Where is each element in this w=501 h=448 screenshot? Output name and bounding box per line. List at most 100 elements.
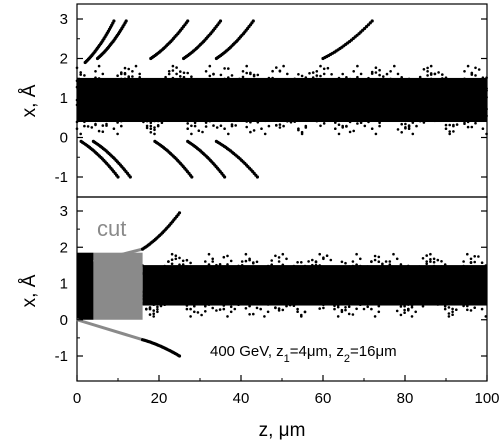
trajectory-point <box>466 265 469 269</box>
trajectory-point <box>325 299 329 303</box>
trajectory-point <box>433 79 437 83</box>
trajectory-point <box>333 307 336 311</box>
trajectory-point <box>152 315 155 318</box>
trajectory-point <box>260 80 263 84</box>
trajectory-point <box>477 296 480 300</box>
trajectory-point <box>267 106 271 109</box>
trajectory-point <box>396 89 400 93</box>
trajectory-point <box>208 114 212 117</box>
trajectory-point <box>282 105 285 108</box>
trajectory-point <box>134 64 138 68</box>
trajectory-point <box>325 290 329 293</box>
trajectory-point <box>83 124 86 128</box>
trajectory-point <box>437 97 440 100</box>
trajectory-point <box>204 310 207 313</box>
trajectory-point <box>392 252 395 256</box>
trajectory-point <box>308 72 311 75</box>
trajectory-point <box>470 117 474 120</box>
trajectory-point <box>381 295 384 299</box>
trajectory-point <box>477 255 480 258</box>
trajectory-point <box>174 257 178 261</box>
x-tick-label: 60 <box>315 390 332 407</box>
trajectory-point <box>462 303 465 307</box>
trajectory-point <box>249 93 252 97</box>
trajectory-point <box>160 118 164 122</box>
trajectory-point <box>196 295 200 299</box>
trajectory-point <box>318 252 322 256</box>
trajectory-point <box>418 104 422 108</box>
trajectory-point <box>485 132 488 136</box>
trajectory-point <box>336 282 340 286</box>
bottom-dechanneled-tracks <box>141 211 182 358</box>
trajectory-point <box>459 79 463 83</box>
trajectory-point <box>388 263 392 266</box>
trajectory-point <box>255 260 259 264</box>
trajectory-point <box>359 117 363 120</box>
trajectory-point <box>362 301 366 305</box>
trajectory-point <box>359 303 362 307</box>
trajectory-point <box>384 276 388 280</box>
trajectory-point <box>190 124 193 128</box>
trajectory-point <box>462 264 465 268</box>
trajectory-point <box>267 110 271 113</box>
trajectory-point <box>407 77 411 81</box>
trajectory-point <box>90 116 94 119</box>
trajectory-point <box>480 307 484 311</box>
trajectory-point <box>322 96 326 99</box>
trajectory-point <box>230 124 234 128</box>
trajectory-point <box>248 313 251 316</box>
trajectory-point <box>399 263 403 266</box>
trajectory-point <box>277 260 281 263</box>
trajectory-point <box>249 80 252 84</box>
trajectory-point <box>201 119 204 122</box>
trajectory-point <box>444 123 448 127</box>
trajectory-point <box>215 117 219 120</box>
trajectory-point <box>275 123 278 127</box>
trajectory-point <box>167 287 170 291</box>
trajectory-point <box>241 98 245 102</box>
trajectory-point <box>212 72 215 76</box>
trajectory-point <box>156 310 159 314</box>
trajectory-point <box>322 279 325 282</box>
trajectory-point <box>227 111 230 114</box>
trajectory-point <box>86 125 90 128</box>
trajectory-point <box>377 310 381 314</box>
trajectory-point <box>181 259 185 263</box>
trajectory-point <box>370 292 373 296</box>
trajectory-point <box>207 263 211 266</box>
trajectory-point <box>410 305 414 309</box>
trajectory-point <box>281 308 285 312</box>
trajectory-point <box>167 100 171 104</box>
trajectory-point <box>227 76 230 79</box>
trajectory-point <box>263 119 267 123</box>
trajectory-point <box>289 120 293 124</box>
trajectory-point <box>193 304 196 308</box>
trajectory-point <box>447 271 451 275</box>
trajectory-point <box>374 132 378 136</box>
bottom-y-axis-label: x, Å <box>19 274 40 307</box>
trajectory-point <box>190 108 193 112</box>
trajectory-point <box>123 66 127 70</box>
trajectory-point <box>79 93 82 97</box>
trajectory-point <box>152 291 155 294</box>
trajectory-point <box>326 107 330 111</box>
trajectory-point <box>274 271 277 275</box>
trajectory-point <box>237 285 240 288</box>
trajectory-point <box>288 278 292 282</box>
trajectory-point <box>275 86 278 89</box>
trajectory-point <box>271 115 274 119</box>
trajectory-point <box>263 100 267 103</box>
trajectory-point <box>455 286 458 290</box>
trajectory-point <box>75 85 79 89</box>
trajectory-point <box>314 297 318 301</box>
bottom-ticks: -1 0 1 2 3 0 20 40 60 80 100 <box>55 203 500 407</box>
trajectory-point <box>204 70 208 73</box>
trajectory-point <box>330 109 333 112</box>
trajectory-point <box>222 265 226 269</box>
trajectory-point <box>289 79 293 83</box>
trajectory-point <box>448 81 452 85</box>
trajectory-point <box>347 312 351 316</box>
trajectory-point <box>185 286 189 290</box>
trajectory-point <box>459 104 463 108</box>
trajectory-point <box>344 308 347 312</box>
